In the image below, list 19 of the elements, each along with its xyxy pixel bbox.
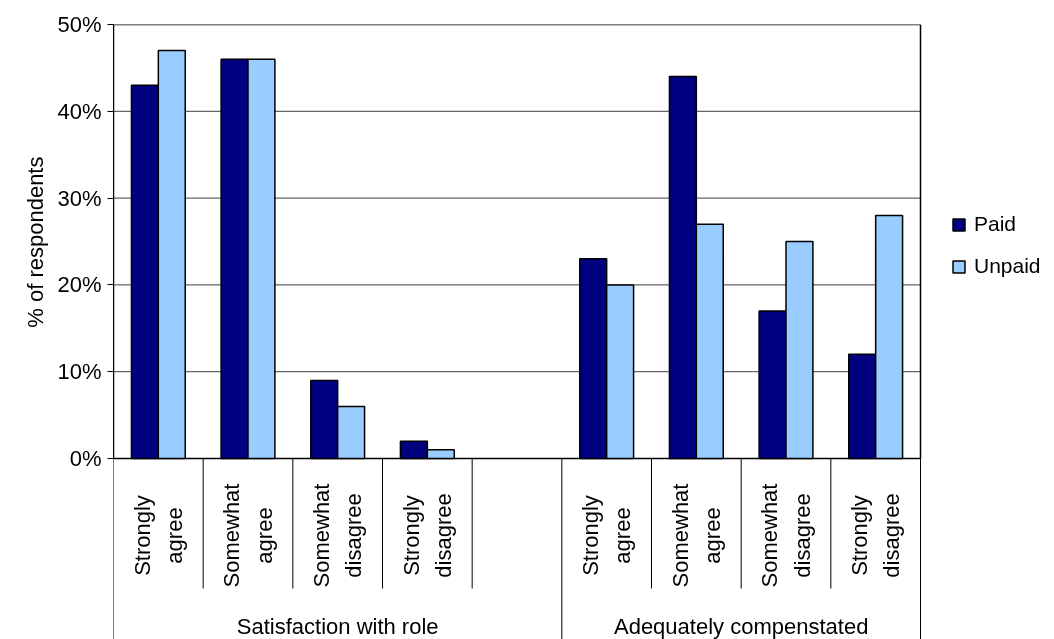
y-axis-title: % of respondents — [22, 156, 48, 328]
y-tick-label: 30% — [57, 185, 102, 211]
text: Adequately compenstated — [613, 614, 869, 639]
y-tick-label: 10% — [57, 359, 102, 385]
x-tick-label: Somewhat agree — [219, 483, 277, 588]
y-tick-label: 0% — [69, 446, 102, 471]
legend-label: Unpaid — [974, 254, 1041, 278]
x-tick-label: Strongly disagree — [846, 493, 905, 578]
x-tick-label: Somewhat disagree — [757, 483, 815, 588]
y-tick-label: 20% — [57, 272, 102, 298]
y-tick-label: 40% — [57, 98, 102, 124]
x-tick-label: Strongly disagree — [398, 493, 457, 578]
x-tick-label: Somewhat agree — [667, 483, 726, 588]
text: Satisfaction with role — [236, 614, 439, 639]
x-tick-label: Strongly agree — [577, 495, 636, 576]
y-tick-label: 50% — [57, 12, 102, 37]
legend-label: Paid — [974, 212, 1017, 236]
x-tick-label: Strongly agree — [129, 495, 188, 576]
x-tick-label: Somewhat disagree — [308, 483, 367, 588]
